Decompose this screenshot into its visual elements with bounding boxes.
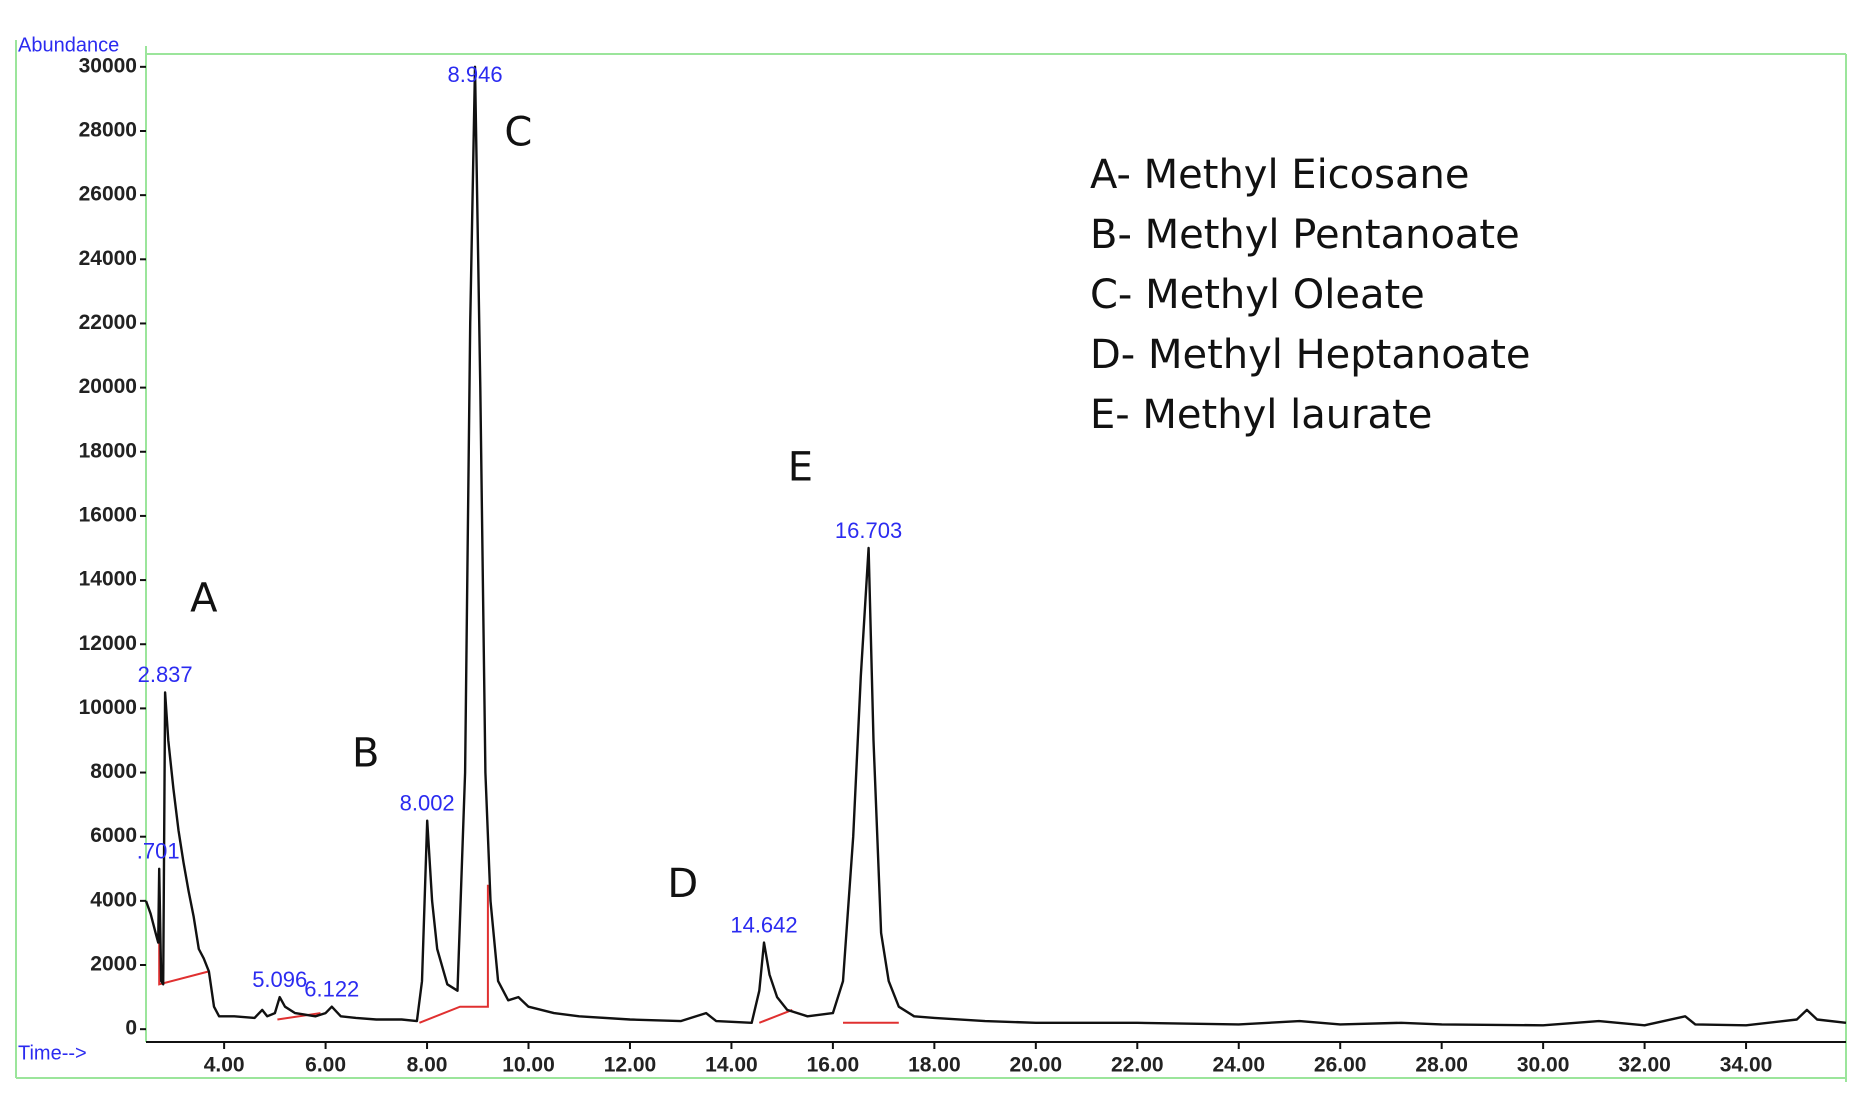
y-tick-label: 12000 <box>79 632 137 655</box>
peak-label: 5.096 <box>252 967 307 992</box>
y-tick-label: 4000 <box>90 888 137 911</box>
y-tick-label: 8000 <box>90 760 137 783</box>
x-tick-label: 20.00 <box>1010 1054 1063 1077</box>
peak-label: 14.642 <box>730 912 797 937</box>
x-tick-label: 26.00 <box>1314 1054 1367 1077</box>
x-tick-label: 30.00 <box>1517 1054 1570 1077</box>
x-tick-label: 10.00 <box>502 1054 555 1077</box>
y-tick-label: 16000 <box>79 503 137 526</box>
y-tick-label: 18000 <box>79 439 137 462</box>
x-tick-label: 16.00 <box>807 1054 860 1077</box>
legend-entry: E- Methyl laurate <box>1090 392 1432 438</box>
y-tick-label: 26000 <box>79 183 137 206</box>
y-tick-label: 28000 <box>79 119 137 142</box>
integration-baseline <box>277 1012 321 1021</box>
y-tick-label: 30000 <box>79 54 137 77</box>
y-tick-label: 10000 <box>79 696 137 719</box>
x-tick-label: 18.00 <box>908 1054 961 1077</box>
y-tick-label: 6000 <box>90 824 137 847</box>
x-tick-label: 34.00 <box>1720 1054 1773 1077</box>
y-tick-label: 2000 <box>90 953 137 976</box>
integration-baseline <box>758 1008 793 1024</box>
y-axis-title: Abundance <box>18 34 119 56</box>
y-tick-label: 0 <box>125 1017 137 1040</box>
y-tick-label: 22000 <box>79 311 137 334</box>
peak-label: .701 <box>137 839 180 864</box>
legend-entry: B- Methyl Pentanoate <box>1090 212 1520 258</box>
x-tick-label: 28.00 <box>1415 1054 1468 1077</box>
peak-label: 2.837 <box>138 662 193 687</box>
x-tick-label: 32.00 <box>1618 1054 1671 1077</box>
peak-label: 16.703 <box>835 518 902 543</box>
peak-label: 8.946 <box>448 62 503 87</box>
y-tick-label: 24000 <box>79 247 137 270</box>
legend-entry: C- Methyl Oleate <box>1090 272 1425 318</box>
x-axis-title: Time--> <box>18 1042 87 1064</box>
legend-entry: D- Methyl Heptanoate <box>1090 332 1531 378</box>
peak-label: 8.002 <box>400 790 455 815</box>
x-tick-label: 22.00 <box>1111 1054 1164 1077</box>
x-tick-label: 4.00 <box>204 1054 245 1077</box>
x-tick-label: 6.00 <box>305 1054 346 1077</box>
peak-letter: B <box>352 731 379 777</box>
chromatogram-trace <box>144 65 1847 1027</box>
y-tick-label: 14000 <box>79 568 137 591</box>
y-tick-label: 20000 <box>79 375 137 398</box>
legend-entry: A- Methyl Eicosane <box>1090 152 1469 198</box>
x-tick-label: 12.00 <box>604 1054 657 1077</box>
x-tick-label: 8.00 <box>407 1054 448 1077</box>
peak-label: 6.122 <box>304 977 359 1002</box>
peak-letter: D <box>667 861 698 907</box>
integration-baseline <box>419 884 489 1024</box>
x-tick-label: 24.00 <box>1212 1054 1265 1077</box>
peak-letter: E <box>788 445 813 491</box>
x-tick-label: 14.00 <box>705 1054 758 1077</box>
peak-letter: A <box>190 575 218 621</box>
peak-letter: C <box>504 110 532 156</box>
